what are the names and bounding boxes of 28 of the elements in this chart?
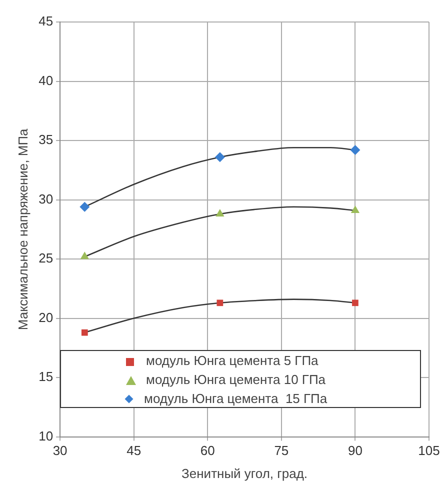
y-tick-label: 25 [38,250,54,266]
point [352,300,358,306]
x-tick-label: 105 [418,443,440,458]
y-tick-label: 45 [38,14,54,29]
x-tick-label: 30 [52,443,68,458]
y-axis-title: Максимальное напряжение, МПа [15,128,30,330]
point [214,152,225,162]
legend-label: модуль Юнга цемента 5 ГПа [146,353,318,368]
point [81,329,88,336]
y-tick-label: 10 [38,428,54,444]
x-tick-label: 75 [274,443,289,458]
legend-label: модуль Юнга цемента 15 ГПа [144,390,328,406]
point [216,300,224,306]
x-tick-label: 60 [200,443,215,458]
point [350,205,360,213]
y-tick-label: 30 [38,191,54,206]
point [80,202,90,212]
y-tick-label: 20 [38,310,54,325]
x-axis-title: Зенитный угол, град. [182,466,308,481]
point [350,144,360,155]
x-tick-label: 45 [126,443,142,458]
point [80,252,89,260]
x-tick-label: 90 [348,443,362,458]
y-tick-label: 35 [38,132,54,148]
legend-label: модуль Юнга цемента 10 ГПа [146,372,326,387]
y-tick-label: 15 [38,369,54,384]
y-tick-label: 40 [38,72,54,88]
point [216,208,224,216]
